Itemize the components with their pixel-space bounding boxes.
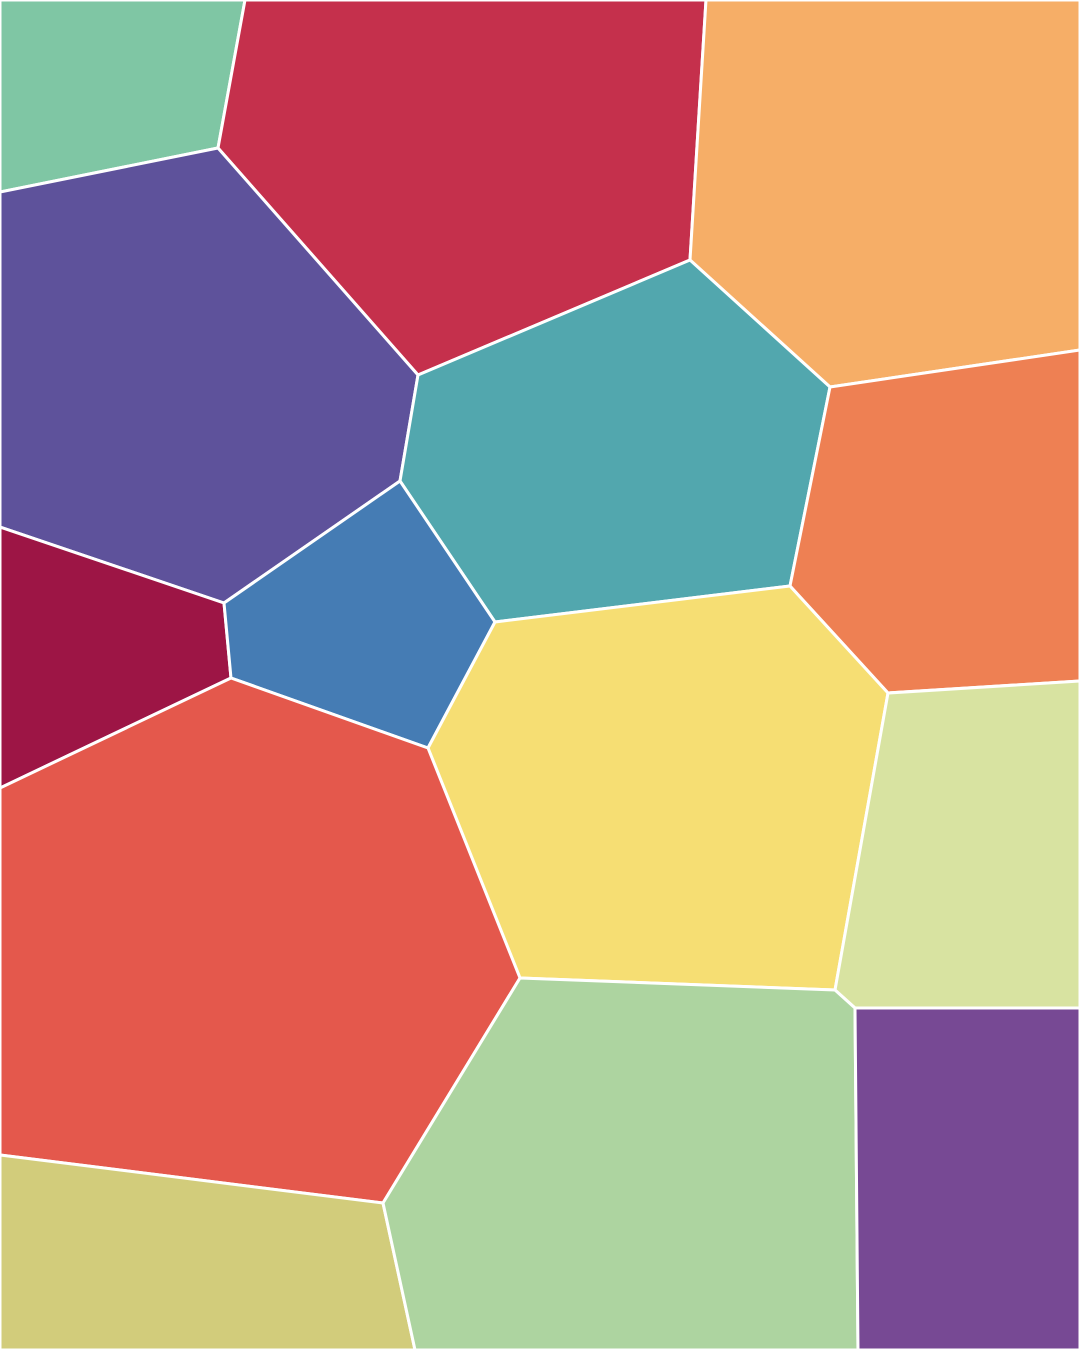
cell	[853, 1006, 1080, 1350]
cell	[0, 1153, 417, 1350]
cell	[381, 976, 860, 1350]
